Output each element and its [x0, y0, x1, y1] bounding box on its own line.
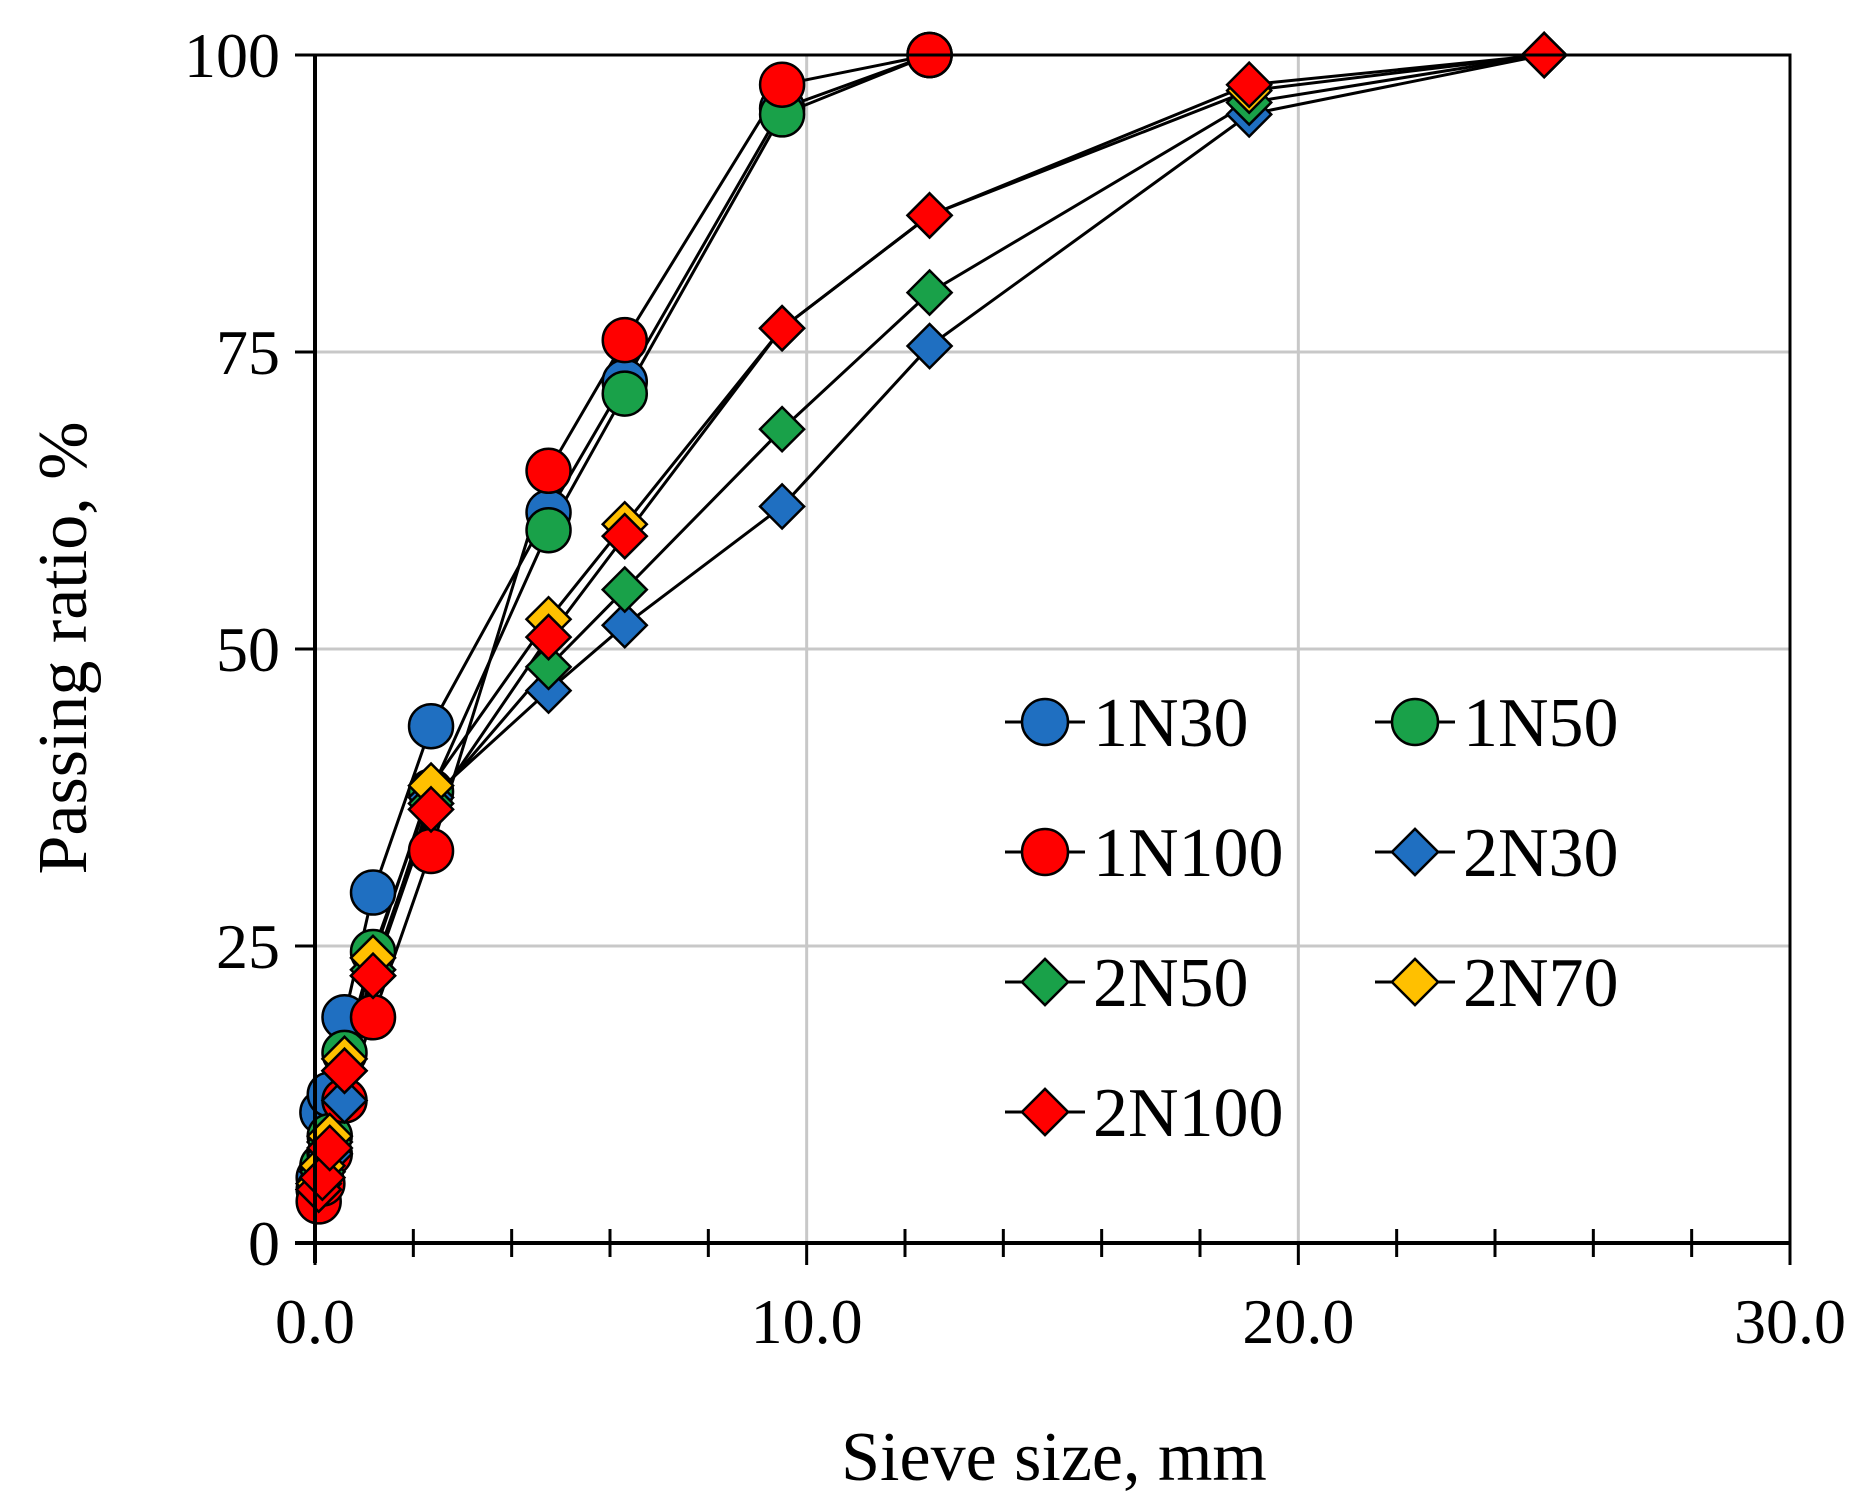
data-point-2N100: [600, 512, 649, 560]
legend-marker-1N30: [1020, 697, 1070, 747]
legend-marker-2N50: [1020, 957, 1070, 1007]
y-tick-label: 50: [216, 614, 280, 685]
data-point-1N30: [349, 869, 397, 916]
data-point-2N30: [320, 1076, 369, 1125]
data-point-2N30: [905, 322, 954, 370]
x-tick-label: 0.0: [275, 1286, 355, 1357]
legend-label: 2N70: [1463, 945, 1619, 1022]
legend-label: 2N100: [1093, 1075, 1284, 1152]
tick-labels: 0.0 10.0 20.0 30.0 0 25 50 75 100: [184, 20, 1846, 1357]
series-markers: [294, 31, 1568, 1225]
legend-item-1N50: 1N50: [1375, 685, 1619, 762]
data-point-2N100: [758, 304, 806, 353]
legend-item-1N100: 1N100: [1005, 815, 1284, 892]
gridlines: [315, 55, 1790, 1243]
data-point-2N30: [600, 601, 649, 650]
y-axis-title: Passing ratio, %: [25, 421, 102, 874]
data-point-2N100: [349, 951, 397, 1000]
data-point-1N100: [407, 827, 455, 875]
x-tick-label: 10.0: [751, 1286, 863, 1357]
data-point-2N50: [600, 565, 649, 614]
data-point-1N50: [601, 370, 648, 417]
data-point-2N100: [905, 191, 954, 240]
legend: 1N30 1N50 1N100 2N30 2N50 2N70 2N100: [1005, 685, 1619, 1152]
x-tick-label: 20.0: [1242, 1286, 1354, 1357]
data-point-1N100: [349, 994, 397, 1041]
legend-marker-1N50: [1390, 697, 1440, 747]
legend-item-2N70: 2N70: [1375, 945, 1619, 1022]
data-point-2N50: [905, 268, 954, 317]
data-point-2N30: [758, 482, 806, 531]
legend-label: 1N50: [1463, 685, 1619, 762]
data-point-2N100: [407, 785, 455, 834]
y-tick-label: 25: [216, 911, 280, 982]
y-tick-label: 0: [248, 1208, 280, 1279]
data-point-2N100: [1225, 60, 1273, 109]
data-point-1N30: [407, 702, 455, 750]
legend-marker-2N70: [1390, 957, 1440, 1007]
legend-item-1N30: 1N30: [1005, 685, 1249, 762]
legend-label: 2N50: [1093, 945, 1249, 1022]
data-point-2N50: [758, 405, 806, 454]
legend-item-2N30: 2N30: [1375, 815, 1619, 892]
legend-marker-1N100: [1020, 827, 1070, 877]
data-point-1N100: [601, 316, 648, 364]
legend-marker-2N30: [1390, 827, 1440, 877]
y-tick-label: 75: [216, 317, 280, 388]
data-point-1N100: [525, 447, 572, 495]
y-tick-label: 100: [184, 20, 280, 91]
x-tick-label: 30.0: [1734, 1286, 1846, 1357]
legend-label: 1N30: [1093, 685, 1249, 762]
data-point-1N100: [758, 61, 806, 108]
data-point-2N100: [320, 1046, 369, 1095]
legend-label: 1N100: [1093, 815, 1284, 892]
axes: [295, 53, 1792, 1265]
markers-2N100: [294, 31, 1568, 1214]
x-axis-title: Sieve size, mm: [841, 1419, 1267, 1496]
legend-marker-2N100: [1020, 1087, 1070, 1137]
legend-label: 2N30: [1463, 815, 1619, 892]
data-point-1N50: [525, 506, 572, 554]
legend-item-2N100: 2N100: [1005, 1075, 1284, 1152]
data-point-2N100: [524, 613, 573, 661]
data-point-2N50: [524, 643, 573, 691]
legend-item-2N50: 2N50: [1005, 945, 1249, 1022]
